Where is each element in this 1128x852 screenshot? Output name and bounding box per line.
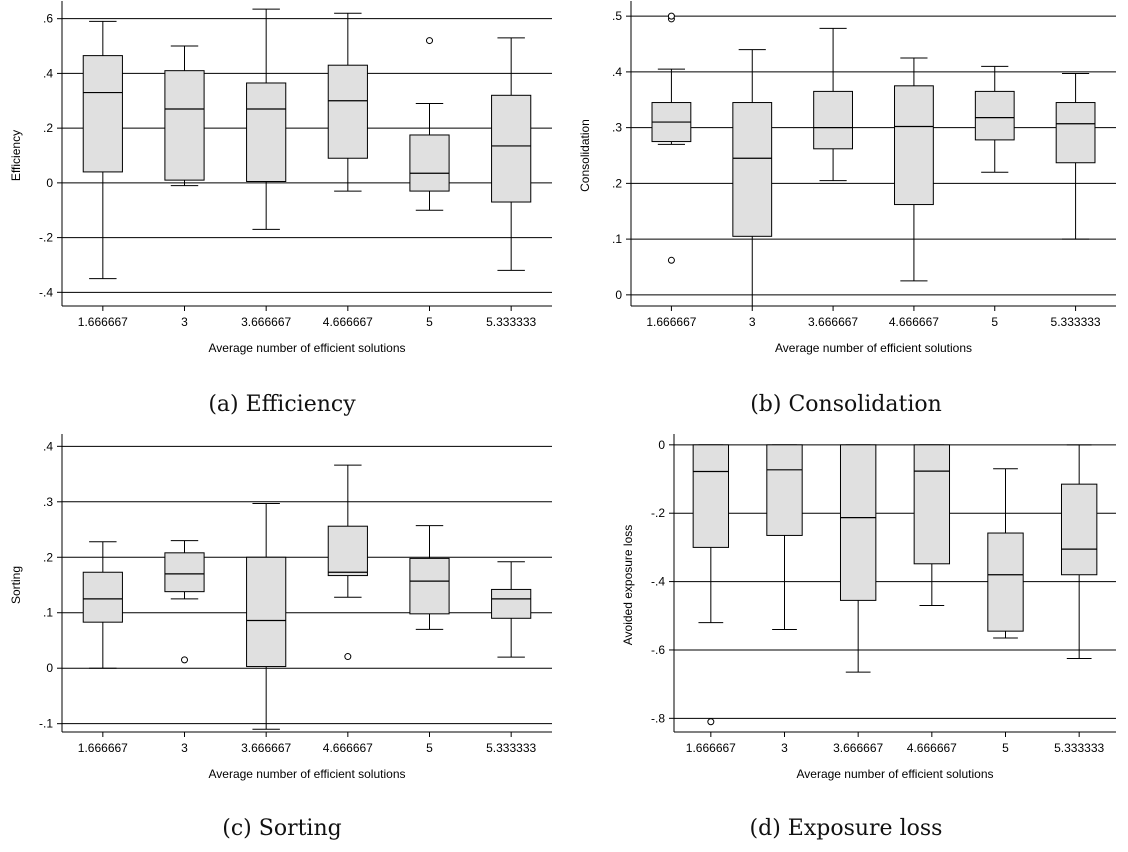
y-axis-label: Consolidation bbox=[578, 119, 592, 192]
outlier-point bbox=[667, 256, 675, 264]
iqr-box bbox=[894, 85, 934, 206]
panel-exposure-loss: -.8 -.6 -.4 -.2 0 Avoided exposure loss 1.6666… bbox=[564, 426, 1128, 852]
y-axis-label: Efficiency bbox=[9, 130, 23, 181]
outlier-point bbox=[667, 12, 675, 20]
x-tick-label: 1.666667 bbox=[646, 315, 696, 329]
iqr-box bbox=[987, 532, 1024, 632]
panel-consolidation: 0 .1 .2 .3 .4 .5 Consolidation 1.666667 3 3.66666… bbox=[564, 0, 1128, 426]
y-tick-label: 0 bbox=[46, 661, 53, 675]
x-axis-label: Average number of efficient solutions bbox=[208, 767, 405, 781]
x-tick-label: 5.333333 bbox=[486, 741, 536, 755]
iqr-box bbox=[491, 94, 532, 203]
iqr-box bbox=[82, 571, 123, 623]
y-tick-label: .3 bbox=[43, 495, 53, 509]
iqr-box bbox=[164, 70, 205, 181]
x-tick-label: 3.666667 bbox=[241, 741, 291, 755]
y-axis-label: Avoided exposure loss bbox=[621, 525, 635, 646]
iqr-box bbox=[974, 90, 1015, 141]
x-tick-label: 3.666667 bbox=[833, 741, 883, 755]
x-axis-label: Average number of efficient solutions bbox=[775, 341, 972, 355]
x-tick-label: 4.666667 bbox=[323, 315, 373, 329]
x-tick-label: 4.666667 bbox=[907, 741, 957, 755]
x-tick-label: 4.666667 bbox=[889, 315, 939, 329]
y-tick-label: -.4 bbox=[39, 285, 53, 299]
x-tick-label: 3 bbox=[781, 741, 788, 755]
y-tick-label: -.4 bbox=[651, 575, 665, 589]
y-tick-label: -.2 bbox=[651, 506, 665, 520]
x-tick-label: 1.666667 bbox=[78, 741, 128, 755]
y-tick-label: .4 bbox=[43, 66, 53, 80]
x-tick-label: 3 bbox=[181, 741, 188, 755]
sorting-box-plot: -.1 0 .1 .2 .3 .4 Sorting 1.666667 3 3.666667 4.66… bbox=[9, 434, 552, 781]
y-tick-label: -.2 bbox=[39, 231, 53, 245]
outlier-point bbox=[181, 656, 188, 664]
y-tick-label: .2 bbox=[43, 121, 53, 135]
x-tick-label: 5.333333 bbox=[486, 315, 536, 329]
iqr-box bbox=[839, 444, 877, 601]
x-tick-label: 3.666667 bbox=[241, 315, 291, 329]
y-tick-label: 0 bbox=[658, 438, 665, 452]
caption-efficiency: (a) Efficiency bbox=[208, 392, 356, 417]
exposure-loss-box-plot: -.8 -.6 -.4 -.2 0 Avoided exposure loss 1.6666… bbox=[621, 434, 1116, 781]
iqr-box bbox=[409, 557, 450, 615]
y-tick-label: .5 bbox=[612, 9, 622, 23]
x-tick-label: 5 bbox=[426, 741, 433, 755]
x-tick-label: 4.666667 bbox=[323, 741, 373, 755]
iqr-box bbox=[327, 525, 368, 577]
x-axis-label: Average number of efficient solutions bbox=[208, 341, 405, 355]
iqr-box bbox=[732, 102, 773, 237]
panel-sorting: -.1 0 .1 .2 .3 .4 Sorting 1.666667 3 3.666667 4.66… bbox=[0, 426, 564, 852]
y-tick-label: .1 bbox=[612, 232, 622, 246]
y-tick-label: .2 bbox=[612, 176, 622, 190]
y-tick-label: 0 bbox=[615, 288, 622, 302]
iqr-box bbox=[409, 134, 450, 192]
caption-exposure-loss: (d) Exposure loss bbox=[749, 816, 943, 841]
x-tick-label: 3.666667 bbox=[808, 315, 858, 329]
iqr-box bbox=[813, 90, 853, 150]
iqr-box bbox=[164, 552, 205, 593]
caption-consolidation: (b) Consolidation bbox=[750, 392, 942, 417]
y-tick-label: -.8 bbox=[651, 711, 665, 725]
caption-sorting: (c) Sorting bbox=[222, 816, 342, 841]
iqr-box bbox=[327, 64, 368, 159]
outlier-point bbox=[344, 653, 352, 661]
iqr-box bbox=[1055, 102, 1096, 164]
iqr-box bbox=[491, 588, 532, 619]
y-tick-label: -.1 bbox=[39, 717, 53, 731]
y-tick-label: 0 bbox=[46, 176, 53, 190]
iqr-box bbox=[766, 444, 803, 536]
outlier-point bbox=[426, 37, 433, 45]
consolidation-box-plot: 0 .1 .2 .3 .4 .5 Consolidation 1.666667 3 3.66666… bbox=[578, 1, 1116, 355]
y-tick-label: .4 bbox=[612, 65, 622, 79]
y-tick-label: .4 bbox=[43, 439, 53, 453]
x-tick-label: 1.666667 bbox=[78, 315, 128, 329]
y-tick-label: -.6 bbox=[651, 643, 665, 657]
x-tick-label: 1.666667 bbox=[686, 741, 736, 755]
iqr-box bbox=[692, 444, 730, 548]
x-tick-label: 5 bbox=[991, 315, 998, 329]
x-tick-label: 5 bbox=[1002, 741, 1009, 755]
x-tick-label: 5 bbox=[426, 315, 433, 329]
y-tick-label: .3 bbox=[612, 121, 622, 135]
iqr-box bbox=[246, 82, 287, 182]
panel-efficiency: -.4 -.2 0 .2 .4 .6 Efficiency 1.666667 3 3.666667… bbox=[0, 0, 564, 426]
y-tick-label: .1 bbox=[43, 606, 53, 620]
iqr-box bbox=[913, 444, 951, 565]
iqr-box bbox=[82, 55, 123, 173]
y-tick-label: .6 bbox=[43, 12, 53, 26]
outlier-point bbox=[707, 718, 715, 726]
x-tick-label: 5.333333 bbox=[1051, 315, 1101, 329]
efficiency-box-plot: -.4 -.2 0 .2 .4 .6 Efficiency 1.666667 3 3.666667… bbox=[9, 1, 552, 355]
x-tick-label: 3 bbox=[749, 315, 756, 329]
x-tick-label: 3 bbox=[181, 315, 188, 329]
iqr-box bbox=[1060, 483, 1098, 576]
x-tick-label: 5.333333 bbox=[1054, 741, 1104, 755]
x-axis-label: Average number of efficient solutions bbox=[796, 767, 993, 781]
y-axis-label: Sorting bbox=[9, 566, 23, 604]
y-tick-label: .2 bbox=[43, 550, 53, 564]
iqr-box bbox=[246, 556, 287, 668]
